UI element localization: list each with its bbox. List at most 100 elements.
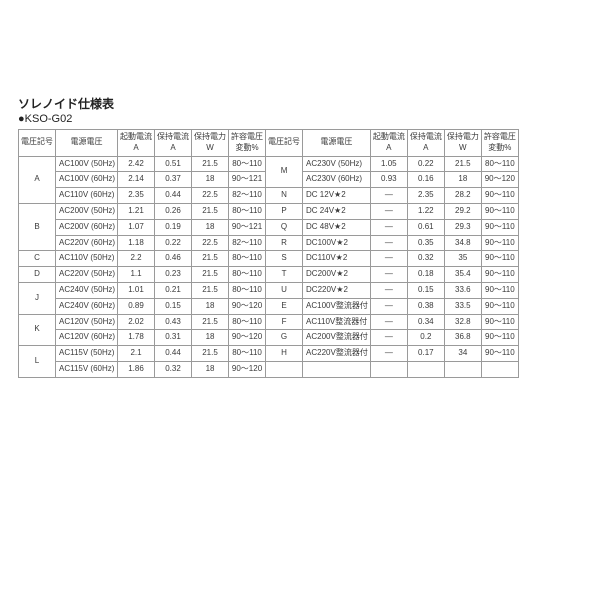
table-row: AC115V (60Hz)1.860.321890～120 xyxy=(19,361,519,377)
val-cell: 80～110 xyxy=(229,251,266,267)
val-cell: 80～110 xyxy=(229,346,266,362)
val-cell: — xyxy=(370,346,407,362)
table-row: CAC110V (50Hz)2.20.4621.580～110SDC110V★2… xyxy=(19,251,519,267)
val-cell: — xyxy=(370,203,407,219)
val-cell: 80～110 xyxy=(229,267,266,283)
ps-cell: AC100V整流器付 xyxy=(303,298,371,314)
ps-cell: AC230V (60Hz) xyxy=(303,172,371,188)
val-cell: 2.2 xyxy=(118,251,155,267)
val-cell: 0.89 xyxy=(118,298,155,314)
code-cell: B xyxy=(19,203,56,250)
val-cell: 21.5 xyxy=(192,346,229,362)
val-cell: 2.14 xyxy=(118,172,155,188)
val-cell: 35 xyxy=(444,251,481,267)
val-cell: 0.22 xyxy=(155,235,192,251)
spec-table: 電圧記号 電源電圧 起動電流A 保持電流A 保持電力W 許容電圧変動% 電圧記号… xyxy=(18,129,519,378)
val-cell: 0.34 xyxy=(407,314,444,330)
ps-cell: AC200V (60Hz) xyxy=(56,219,118,235)
ps-cell: AC110V整流器付 xyxy=(303,314,371,330)
ps-cell: AC115V (50Hz) xyxy=(56,346,118,362)
val-cell: 80～110 xyxy=(229,156,266,172)
code-cell: C xyxy=(19,251,56,267)
code-cell: J xyxy=(19,282,56,314)
val-cell: 0.18 xyxy=(407,267,444,283)
val-cell: 21.5 xyxy=(192,314,229,330)
table-row: KAC120V (50Hz)2.020.4321.580～110FAC110V整… xyxy=(19,314,519,330)
val-cell: 0.61 xyxy=(407,219,444,235)
ps-cell: DC 12V★2 xyxy=(303,188,371,204)
val-cell: 1.18 xyxy=(118,235,155,251)
val-cell: 21.5 xyxy=(192,203,229,219)
val-cell: 22.5 xyxy=(192,235,229,251)
val-cell: — xyxy=(370,330,407,346)
table-title: ソレノイド仕様表 xyxy=(18,95,582,112)
table-row: AC240V (60Hz)0.890.151890～120EAC100V整流器付… xyxy=(19,298,519,314)
code-cell: G xyxy=(266,330,303,346)
val-cell: 80～110 xyxy=(481,156,518,172)
val-cell: 0.51 xyxy=(155,156,192,172)
table-head: 電圧記号 電源電圧 起動電流A 保持電流A 保持電力W 許容電圧変動% 電圧記号… xyxy=(19,130,519,157)
val-cell: 0.32 xyxy=(155,361,192,377)
val-cell: 34 xyxy=(444,346,481,362)
code-cell: Q xyxy=(266,219,303,235)
ps-cell: DC 48V★2 xyxy=(303,219,371,235)
val-cell: 90～120 xyxy=(481,172,518,188)
th-pw: 保持電力W xyxy=(192,130,229,157)
val-cell: 90～110 xyxy=(481,251,518,267)
val-cell: 0.17 xyxy=(407,346,444,362)
val-cell: 1.05 xyxy=(370,156,407,172)
ps-cell: DC110V★2 xyxy=(303,251,371,267)
val-cell: 29.2 xyxy=(444,203,481,219)
val-cell: 0.16 xyxy=(407,172,444,188)
table-row: LAC115V (50Hz)2.10.4421.580～110HAC220V整流… xyxy=(19,346,519,362)
val-cell: 1.1 xyxy=(118,267,155,283)
val-cell: 90～110 xyxy=(481,188,518,204)
table-body: AAC100V (50Hz)2.420.5121.580～110MAC230V … xyxy=(19,156,519,377)
val-cell: 0.2 xyxy=(407,330,444,346)
val-cell: 90～120 xyxy=(229,298,266,314)
table-row: BAC200V (50Hz)1.210.2621.580～110PDC 24V★… xyxy=(19,203,519,219)
val-cell: 33.6 xyxy=(444,282,481,298)
val-cell: 2.02 xyxy=(118,314,155,330)
val-cell: 1.78 xyxy=(118,330,155,346)
table-row: AAC100V (50Hz)2.420.5121.580～110MAC230V … xyxy=(19,156,519,172)
val-cell: 21.5 xyxy=(192,251,229,267)
th-pw-r: 保持電力W xyxy=(444,130,481,157)
code-cell: S xyxy=(266,251,303,267)
th-hold: 保持電流A xyxy=(155,130,192,157)
code-cell: F xyxy=(266,314,303,330)
val-cell: 0.93 xyxy=(370,172,407,188)
code-cell: P xyxy=(266,203,303,219)
ps-cell: AC200V整流器付 xyxy=(303,330,371,346)
val-cell: 18 xyxy=(192,172,229,188)
val-cell: 34.8 xyxy=(444,235,481,251)
val-cell: 21.5 xyxy=(444,156,481,172)
table-row: AC200V (60Hz)1.070.191890～121QDC 48V★2—0… xyxy=(19,219,519,235)
val-cell: 22.5 xyxy=(192,188,229,204)
ps-cell: DC100V★2 xyxy=(303,235,371,251)
th-hold-r: 保持電流A xyxy=(407,130,444,157)
val-cell: 0.43 xyxy=(155,314,192,330)
table-subtitle: ●KSO-G02 xyxy=(18,113,582,125)
code-cell: T xyxy=(266,267,303,283)
th-start-r: 起動電流A xyxy=(370,130,407,157)
val-cell: 0.38 xyxy=(407,298,444,314)
th-ps: 電源電圧 xyxy=(56,130,118,157)
code-cell: A xyxy=(19,156,56,203)
val-cell: 80～110 xyxy=(229,203,266,219)
table-row: AC220V (60Hz)1.180.2222.582～110RDC100V★2… xyxy=(19,235,519,251)
ps-cell: DC 24V★2 xyxy=(303,203,371,219)
val-cell: 0.44 xyxy=(155,188,192,204)
code-cell: U xyxy=(266,282,303,298)
val-cell: — xyxy=(370,235,407,251)
val-cell: 33.5 xyxy=(444,298,481,314)
code-cell: R xyxy=(266,235,303,251)
val-cell: 0.19 xyxy=(155,219,192,235)
val-cell: 0.23 xyxy=(155,267,192,283)
val-cell: 0.37 xyxy=(155,172,192,188)
code-cell: D xyxy=(19,267,56,283)
val-cell: 90～110 xyxy=(481,282,518,298)
th-tol-r: 許容電圧変動% xyxy=(481,130,518,157)
val-cell: 1.01 xyxy=(118,282,155,298)
th-code: 電圧記号 xyxy=(19,130,56,157)
